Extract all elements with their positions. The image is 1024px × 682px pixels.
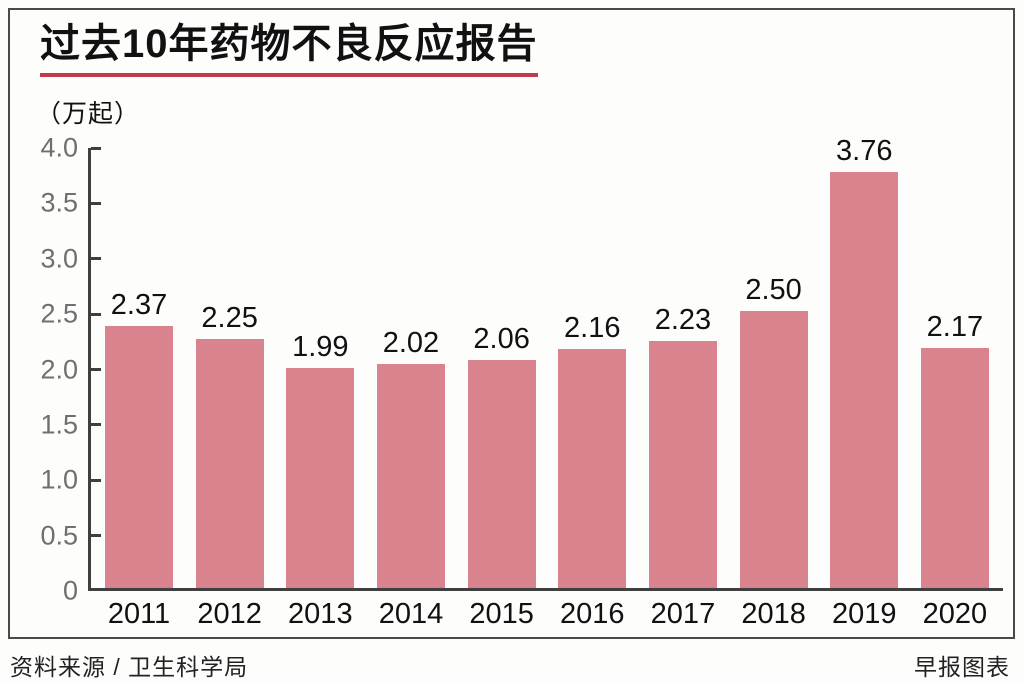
x-axis-tick-label: 2018	[741, 598, 806, 630]
bar-rect	[376, 364, 445, 588]
y-axis-tick-label: 2.0	[40, 354, 78, 384]
chart-footer: 资料来源 / 卫生科学局 早报图表	[10, 648, 1010, 682]
y-axis-tick-mark	[91, 201, 101, 205]
x-axis-tick-label: 2014	[378, 598, 444, 630]
bar-value-label: 1.99	[292, 330, 349, 363]
y-axis-tick-label: 0.5	[40, 520, 78, 551]
y-axis-tick-mark	[91, 534, 101, 538]
bar-rect	[648, 341, 717, 588]
bar-column-2015: 2.06 2015	[467, 322, 536, 629]
x-axis-tick-label: 2016	[560, 598, 625, 630]
bar-rect	[195, 338, 264, 588]
bar-rect	[830, 171, 899, 588]
bar-rect	[105, 325, 173, 588]
x-axis-tick-label: 2019	[831, 598, 897, 630]
y-axis-tick-label: 2.5	[40, 298, 78, 329]
bar-value-label: 2.50	[745, 274, 802, 307]
bar-rect	[558, 348, 627, 588]
y-axis-tick-label: 3.5	[40, 187, 78, 218]
bar-column-2019: 3.76 2019	[830, 134, 899, 629]
y-axis-tick-label: 4.0	[40, 132, 78, 163]
chart-frame: 过去10年药物不良反应报告 （万起） 0 0.5 1.0 1.5 2.0 2.5 3.0 3.…	[8, 8, 1015, 639]
plot-area: 0 0.5 1.0 1.5 2.0 2.5 3.0 3.5 4.0 2.37 2011 2.25 201…	[40, 134, 1003, 629]
bar-value-label: 2.16	[564, 311, 621, 344]
bar-value-label: 2.02	[382, 327, 440, 360]
bar-column-2011: 2.37 2011	[105, 288, 173, 629]
bar-value-label: 3.76	[836, 134, 893, 167]
x-axis-tick-label: 2017	[650, 598, 716, 630]
chart-title: 过去10年药物不良反应报告	[40, 22, 538, 77]
bar-value-label: 2.17	[926, 310, 984, 343]
y-axis-tick-label: 1.5	[40, 409, 78, 440]
y-axis-tick-mark	[91, 146, 101, 150]
x-axis-tick-label: 2020	[922, 598, 988, 630]
bar-rect	[467, 359, 536, 588]
y-axis-tick-mark	[91, 423, 101, 427]
y-axis-tick-mark	[91, 312, 101, 316]
bar-rect	[286, 367, 355, 588]
bar-column-2018: 2.50 2018	[739, 274, 808, 629]
bar-value-label: 2.23	[654, 304, 712, 337]
bar-column-2017: 2.23 2017	[648, 304, 717, 629]
bar-rect	[739, 311, 808, 588]
y-axis-tick-label: 0	[62, 575, 78, 606]
y-axis-tick-mark	[91, 368, 101, 371]
x-axis-tick-label: 2011	[107, 598, 171, 630]
bar-value-label: 2.25	[201, 301, 258, 334]
x-axis-tick-label: 2015	[469, 598, 534, 630]
y-axis-tick-label: 3.0	[40, 243, 78, 274]
bar-rect	[920, 347, 989, 588]
bar-column-2012: 2.25 2012	[195, 301, 264, 629]
bar-column-2020: 2.17 2020	[920, 310, 989, 629]
y-axis-tick-mark	[91, 257, 101, 261]
bar-column-2016: 2.16 2016	[558, 311, 627, 629]
bar-value-label: 2.37	[110, 288, 168, 321]
bar-column-2013: 1.99 2013	[286, 330, 355, 629]
x-axis-tick-label: 2012	[197, 598, 262, 630]
publisher-credit: 早报图表	[914, 654, 1010, 680]
bar-column-2014: 2.02 2014	[376, 327, 445, 629]
y-axis-unit-label: （万起）	[36, 100, 141, 128]
source-credit: 资料来源 / 卫生科学局	[10, 654, 249, 680]
y-axis-tick-label: 1.0	[40, 464, 78, 495]
x-axis-tick-label: 2013	[288, 598, 353, 630]
bar-value-label: 2.06	[473, 322, 530, 355]
y-axis-tick-mark	[91, 478, 101, 482]
